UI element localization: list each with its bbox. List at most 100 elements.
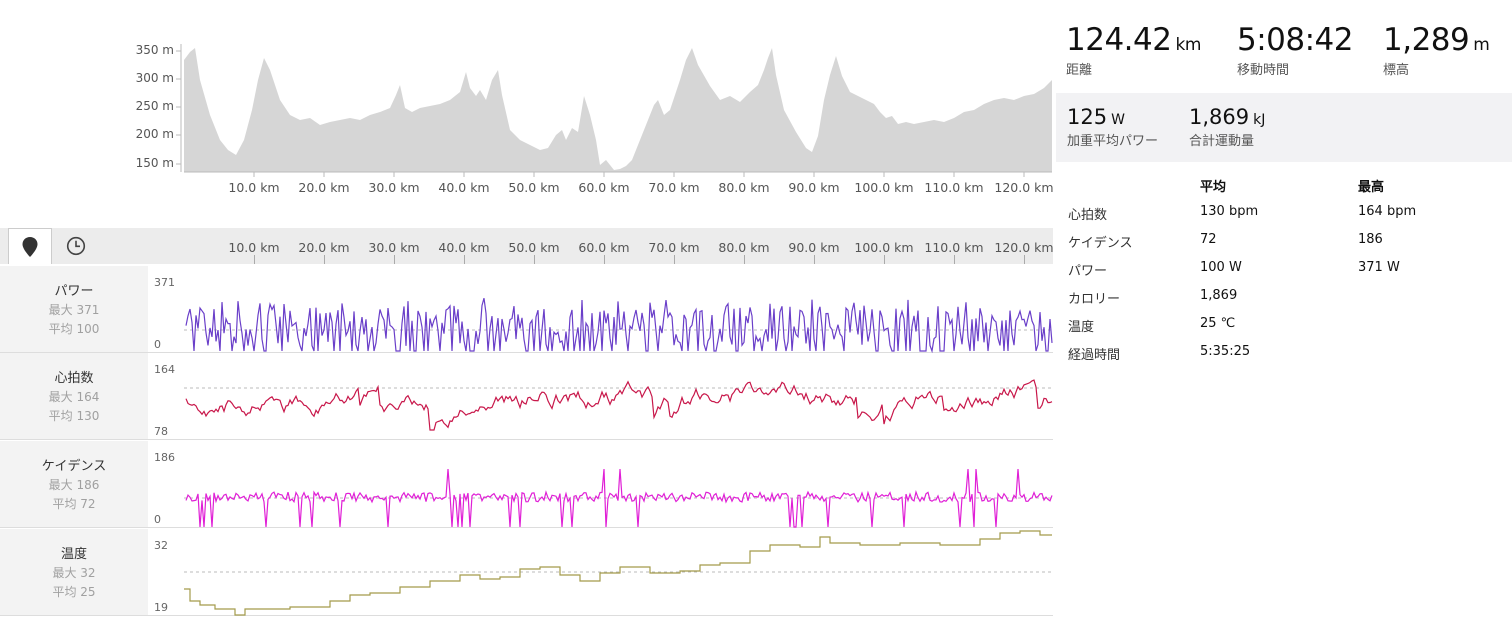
temperature-name: 温度: [60, 547, 87, 562]
heartrate-scale-top: 164: [154, 363, 175, 376]
work-stat: 1,869 kJ 合計運動量: [1189, 105, 1265, 149]
row-avg: 130 bpm: [1200, 204, 1259, 219]
stream-x-tick-mark: [324, 255, 325, 264]
power-stream[interactable]: パワー 最大 371 平均 100 371 0: [0, 266, 1053, 353]
elevation-chart[interactable]: 350 m 300 m 250 m 200 m 150 m 10.0 km 20.0 km 3…: [0, 0, 1060, 205]
stream-x-tick-mark: [464, 255, 465, 264]
table-row: カロリー 1,869: [1068, 288, 1498, 316]
temperature-scale-bottom: 19: [154, 601, 168, 614]
stream-x-tick: 90.0 km: [788, 240, 840, 255]
table-row: 温度 25 ℃: [1068, 316, 1498, 344]
stats-table-header: 平均 最高: [1068, 176, 1498, 204]
elevation-x-tick: 100.0 km: [854, 180, 914, 195]
elevation-x-tick: 60.0 km: [578, 180, 630, 195]
stream-x-tick-mark: [884, 255, 885, 264]
power-max: 最大 371: [48, 303, 100, 317]
power-name: パワー: [54, 284, 94, 299]
stream-x-tick-mark: [604, 255, 605, 264]
row-label: 経過時間: [1068, 348, 1121, 363]
power-label-box: パワー 最大 371 平均 100: [0, 266, 148, 352]
elevation-label: 標高: [1383, 63, 1410, 78]
heartrate-stream[interactable]: 心拍数 最大 164 平均 130 164 78: [0, 353, 1053, 440]
weighted-power-label: 加重平均パワー: [1067, 134, 1159, 149]
power-scale-bottom: 0: [154, 338, 161, 351]
stream-line: [185, 379, 1053, 431]
stream-x-tick: 120.0 km: [994, 240, 1054, 255]
power-avg: 平均 100: [48, 322, 100, 336]
tab-time[interactable]: [54, 228, 98, 264]
elevation-value: 1,289: [1383, 22, 1470, 58]
elevation-x-tick: 50.0 km: [508, 180, 560, 195]
distance-stat: 124.42 km 距離: [1066, 22, 1201, 78]
weighted-power-unit: W: [1111, 112, 1125, 128]
row-avg: 25 ℃: [1200, 316, 1236, 331]
heartrate-avg: 平均 130: [48, 409, 100, 423]
work-label: 合計運動量: [1189, 134, 1255, 149]
distance-label: 距離: [1066, 63, 1093, 78]
elevation-y-tick: 350 m: [135, 43, 174, 57]
cadence-label-box: ケイデンス 最大 186 平均 72: [0, 441, 148, 527]
map-pin-icon: [22, 236, 38, 257]
elevation-stat: 1,289 m 標高: [1383, 22, 1490, 78]
weighted-power-value: 125: [1067, 105, 1108, 129]
stream-axis-bar: 10.0 km 20.0 km 30.0 km 40.0 km 50.0 km 60.0 …: [0, 228, 1054, 264]
stream-x-tick: 30.0 km: [368, 240, 420, 255]
row-label: 温度: [1068, 320, 1095, 335]
row-max: 186: [1358, 232, 1383, 247]
stream-x-tick: 50.0 km: [508, 240, 560, 255]
stream-x-tick-mark: [814, 255, 815, 264]
stats-table: 平均 最高 心拍数 130 bpm 164 bpm ケイデンス 72 186 パワー 10…: [1068, 176, 1498, 372]
heartrate-max: 最大 164: [48, 390, 100, 404]
elevation-x-tick: 40.0 km: [438, 180, 490, 195]
temperature-max: 最大 32: [52, 566, 96, 580]
temperature-stream[interactable]: 温度 最大 32 平均 25 32 19: [0, 529, 1053, 616]
row-avg: 100 W: [1200, 260, 1242, 275]
stream-line: [184, 530, 1052, 616]
elevation-x-tick: 20.0 km: [298, 180, 350, 195]
row-avg: 72: [1200, 232, 1217, 247]
temperature-scale-top: 32: [154, 539, 168, 552]
summary-primary: 124.42 km 距離 5:08:42 移動時間 1,289 m 標高: [1056, 0, 1512, 93]
header-avg: 平均: [1200, 180, 1227, 195]
cadence-max: 最大 186: [48, 478, 100, 492]
stream-x-tick-mark: [744, 255, 745, 264]
cadence-avg: 平均 72: [52, 497, 96, 511]
elevation-area: [184, 48, 1052, 172]
stream-x-tick: 110.0 km: [924, 240, 984, 255]
elevation-x-tick: 90.0 km: [788, 180, 840, 195]
elevation-x-tick: 120.0 km: [994, 180, 1054, 195]
heartrate-label-box: 心拍数 最大 164 平均 130: [0, 353, 148, 439]
heartrate-graph: [184, 379, 1053, 431]
distance-value: 124.42: [1066, 22, 1172, 58]
stream-x-tick: 40.0 km: [438, 240, 490, 255]
elevation-unit: m: [1473, 35, 1490, 55]
clock-icon: [66, 236, 86, 256]
row-label: カロリー: [1068, 292, 1121, 307]
table-row: 心拍数 130 bpm 164 bpm: [1068, 204, 1498, 232]
tab-distance[interactable]: [8, 228, 52, 264]
moving-time-label: 移動時間: [1237, 63, 1290, 78]
temperature-avg: 平均 25: [52, 585, 96, 599]
power-scale-top: 371: [154, 276, 175, 289]
header-max: 最高: [1358, 180, 1385, 195]
cadence-graph: [184, 468, 1053, 528]
heartrate-name: 心拍数: [54, 371, 94, 386]
distance-unit: km: [1175, 35, 1201, 55]
stream-x-tick: 20.0 km: [298, 240, 350, 255]
temperature-graph: [184, 530, 1052, 616]
elevation-y-tick: 300 m: [135, 71, 174, 85]
stream-x-tick: 70.0 km: [648, 240, 700, 255]
elevation-profile-svg: [176, 44, 1052, 177]
table-row: 経過時間 5:35:25: [1068, 344, 1498, 372]
table-row: パワー 100 W 371 W: [1068, 260, 1498, 288]
stream-x-tick-mark: [674, 255, 675, 264]
elevation-x-tick: 70.0 km: [648, 180, 700, 195]
work-unit: kJ: [1253, 112, 1266, 128]
cadence-scale-bottom: 0: [154, 513, 161, 526]
stream-line: [185, 468, 1053, 528]
table-row: ケイデンス 72 186: [1068, 232, 1498, 260]
summary-secondary: 125 W 加重平均パワー 1,869 kJ 合計運動量: [1056, 93, 1512, 162]
row-avg: 5:35:25: [1200, 344, 1251, 359]
cadence-stream[interactable]: ケイデンス 最大 186 平均 72 186 0: [0, 441, 1053, 528]
